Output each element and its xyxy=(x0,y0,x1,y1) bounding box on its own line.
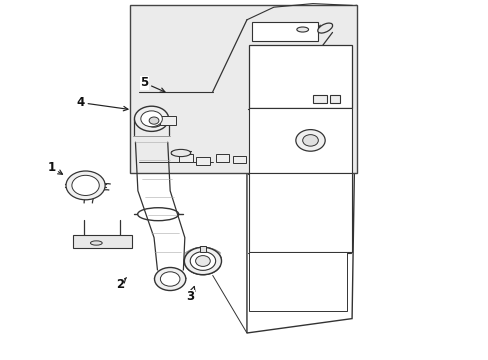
Text: 5: 5 xyxy=(140,76,164,92)
Bar xyxy=(249,173,351,252)
Bar xyxy=(329,95,340,103)
Text: 4: 4 xyxy=(77,96,128,111)
Bar xyxy=(232,156,246,163)
Polygon shape xyxy=(246,5,356,333)
Circle shape xyxy=(184,247,221,275)
Bar xyxy=(215,154,229,162)
Circle shape xyxy=(154,267,185,291)
Bar xyxy=(129,5,356,173)
Ellipse shape xyxy=(171,149,190,157)
Circle shape xyxy=(72,175,99,195)
Circle shape xyxy=(149,117,159,124)
Bar xyxy=(311,54,338,77)
Polygon shape xyxy=(142,118,166,123)
Circle shape xyxy=(66,171,105,200)
Bar xyxy=(249,45,351,108)
Bar xyxy=(179,154,192,162)
Bar xyxy=(249,108,351,173)
Bar xyxy=(196,157,209,165)
Circle shape xyxy=(141,111,162,127)
Circle shape xyxy=(160,272,180,286)
Text: 3: 3 xyxy=(186,287,195,303)
Ellipse shape xyxy=(296,27,308,32)
Bar xyxy=(199,246,206,252)
Ellipse shape xyxy=(317,23,332,33)
Circle shape xyxy=(190,252,215,270)
Circle shape xyxy=(134,106,168,131)
Text: 1: 1 xyxy=(47,161,62,174)
Circle shape xyxy=(302,135,318,146)
Bar xyxy=(249,252,346,311)
Bar xyxy=(312,95,326,103)
Ellipse shape xyxy=(90,241,102,245)
Bar xyxy=(251,22,317,41)
Circle shape xyxy=(145,114,163,127)
Circle shape xyxy=(295,130,325,151)
Circle shape xyxy=(195,256,210,266)
Text: 2: 2 xyxy=(116,278,126,291)
Bar xyxy=(160,116,175,125)
Bar xyxy=(73,235,132,248)
